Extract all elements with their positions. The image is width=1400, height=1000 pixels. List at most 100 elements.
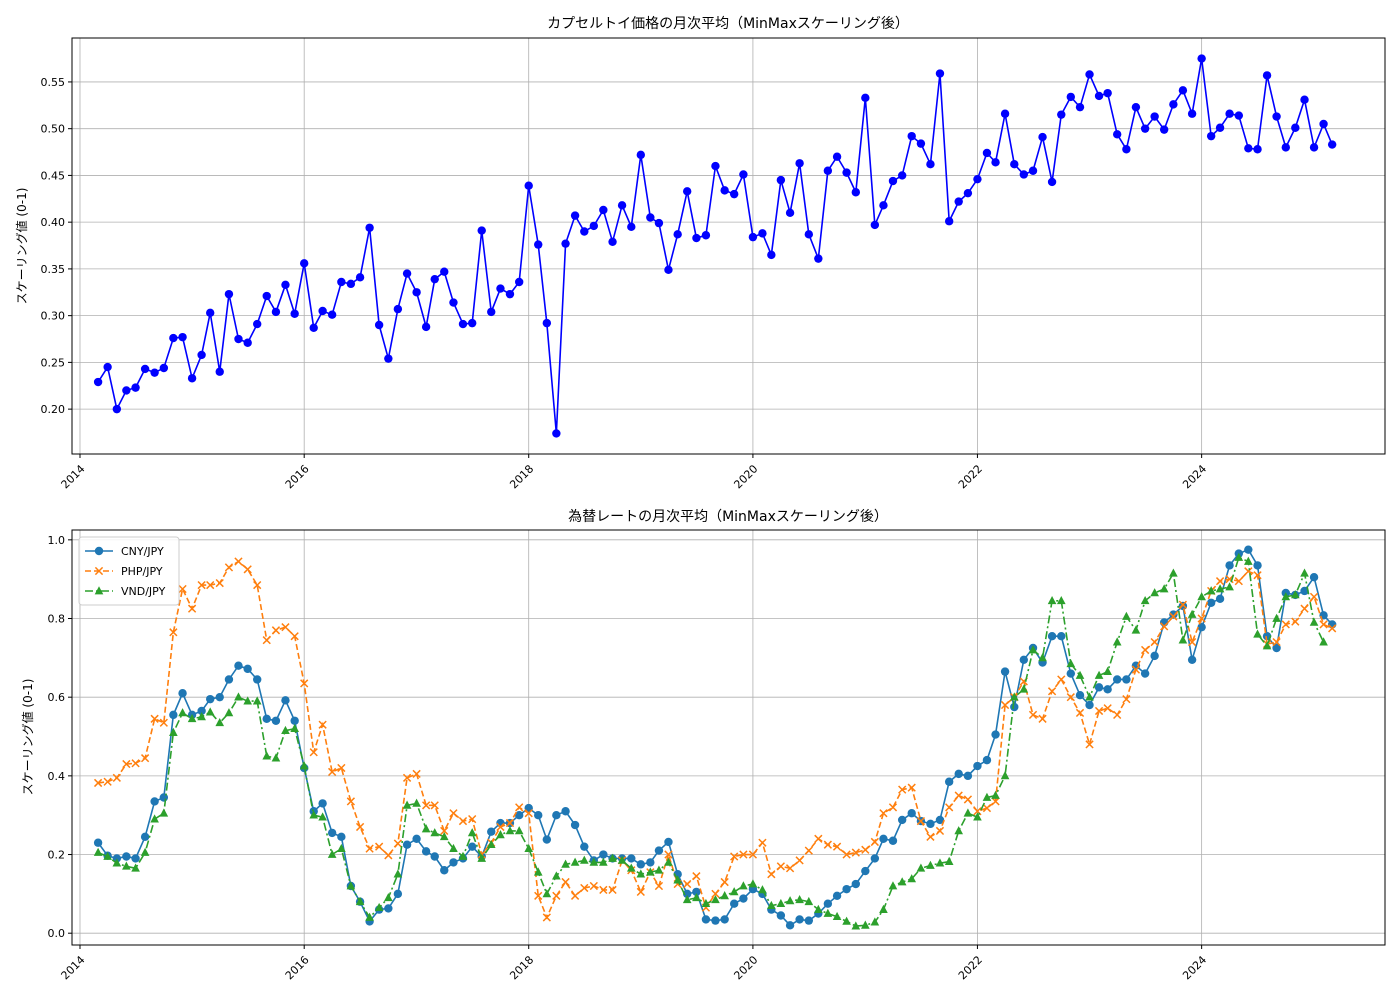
data-point: [823, 166, 833, 175]
data-point: [318, 812, 327, 821]
data-point: [729, 887, 739, 896]
data-point: [1197, 54, 1206, 63]
data-point: [318, 799, 327, 808]
data-point: [1047, 177, 1057, 187]
axes-frame: [71, 529, 1386, 946]
data-point: [178, 689, 187, 698]
data-point: [215, 578, 224, 588]
data-point: [534, 891, 543, 900]
data-point: [1272, 613, 1281, 622]
data-point: [505, 289, 515, 299]
data-point: [150, 797, 159, 806]
data-point: [767, 250, 776, 260]
y-tick-label: 1.0: [48, 534, 66, 547]
data-point: [496, 822, 505, 832]
data-point: [991, 158, 1000, 167]
data-point: [767, 870, 776, 879]
data-point: [748, 232, 758, 242]
y-tick-label: 0.35: [41, 263, 66, 276]
data-point: [739, 894, 748, 903]
data-point: [318, 720, 327, 729]
data-point: [122, 386, 131, 395]
data-point: [328, 767, 337, 777]
data-point: [197, 350, 206, 360]
data-point: [439, 832, 449, 841]
data-point: [327, 849, 337, 858]
data-point: [281, 696, 290, 705]
data-point: [1328, 624, 1337, 633]
data-point: [197, 712, 206, 721]
data-point: [626, 863, 636, 872]
data-point: [776, 898, 786, 908]
data-point: [654, 846, 664, 855]
data-point: [402, 269, 412, 278]
data-point: [1319, 637, 1328, 646]
data-point: [1057, 632, 1066, 641]
data-point: [636, 869, 646, 878]
data-point: [954, 791, 963, 800]
data-point: [916, 816, 926, 826]
data-point: [1291, 617, 1300, 626]
data-point: [1140, 669, 1150, 678]
data-point: [206, 308, 215, 318]
chart-title: カプセルトイ価格の月次平均（MinMaxスケーリング後）: [547, 16, 909, 32]
data-point: [103, 362, 112, 372]
data-point: [505, 818, 515, 828]
data-point: [842, 168, 851, 177]
data-point: [842, 916, 851, 925]
data-point: [1169, 610, 1178, 619]
data-point: [1187, 655, 1197, 665]
data-point: [1187, 609, 1197, 618]
data-point: [664, 265, 673, 275]
data-point: [1234, 577, 1243, 586]
data-point: [954, 826, 964, 835]
y-tick-label: 0.55: [41, 76, 66, 89]
data-point: [290, 632, 299, 641]
data-point: [337, 843, 346, 852]
data-point: [1244, 144, 1253, 153]
data-point: [1112, 637, 1122, 646]
data-point: [487, 307, 496, 317]
data-point: [1178, 635, 1188, 644]
data-point: [1094, 706, 1104, 716]
data-point: [1187, 109, 1197, 118]
data-point: [851, 188, 861, 197]
data-point: [169, 628, 178, 637]
data-point: [309, 748, 318, 757]
data-point: [430, 801, 439, 810]
data-point: [159, 363, 169, 373]
data-point: [599, 885, 608, 895]
data-point: [440, 866, 449, 875]
data-point: [935, 826, 945, 836]
data-point: [1272, 112, 1281, 121]
data-point: [589, 881, 598, 891]
y-tick-label: 0.50: [41, 123, 66, 136]
data-point: [1140, 596, 1150, 605]
data-point: [169, 333, 178, 343]
data-point: [477, 226, 486, 235]
data-point: [1122, 675, 1131, 684]
data-point: [570, 857, 580, 866]
data-point: [720, 186, 729, 195]
data-point: [916, 863, 926, 872]
data-point: [926, 860, 935, 869]
data-point: [224, 289, 234, 299]
data-point: [842, 850, 851, 859]
data-point: [253, 580, 262, 590]
data-point: [281, 623, 290, 632]
data-point: [1140, 124, 1150, 133]
data-point: [888, 803, 898, 812]
x-tick-label: 2016: [283, 953, 312, 982]
data-point: [711, 894, 720, 904]
data-point: [739, 850, 748, 859]
data-point: [907, 874, 917, 883]
data-point: [561, 807, 570, 816]
data-point: [795, 159, 804, 168]
data-point: [346, 797, 356, 806]
data-point: [599, 850, 608, 859]
data-point: [131, 383, 140, 392]
data-point: [1010, 160, 1019, 169]
data-point: [271, 307, 281, 317]
data-point: [608, 885, 617, 895]
data-point: [1169, 568, 1178, 577]
